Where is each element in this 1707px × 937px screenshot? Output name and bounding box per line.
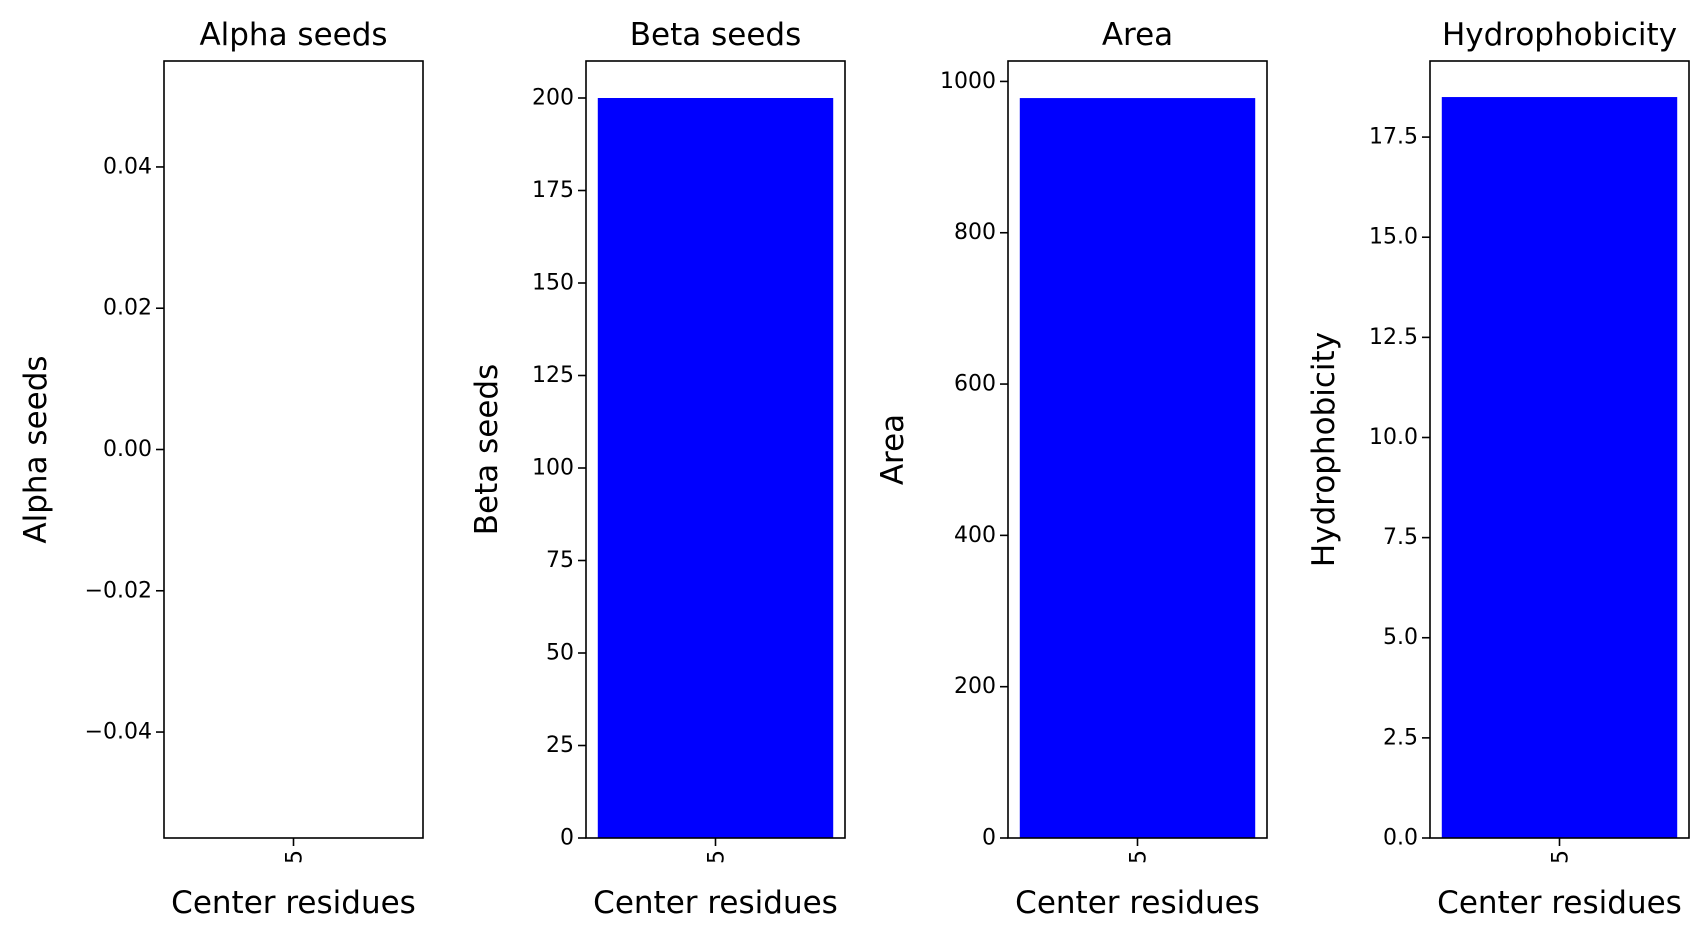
y-tick-label-3-2: 200 [954,674,996,699]
y-tick-label-2-5: 100 [532,456,574,481]
y-tick-label-4-8: 17.5 [1369,125,1418,150]
bar-2-1 [597,98,834,838]
y-tick-label-3-1: 0 [982,826,996,851]
y-tick-label-1-4: 0.02 [103,296,152,321]
y-tick-label-2-2: 25 [546,733,574,758]
y-tick-label-2-8: 175 [532,178,574,203]
y-tick-label-1-2: −0.02 [85,578,152,603]
plot-frame-1 [163,60,424,839]
x-tick-label-2-1: 5 [705,850,730,864]
y-tick-label-2-7: 150 [532,271,574,296]
bar-4-1 [1441,97,1678,839]
x-axis-label-3: Center residues [1015,885,1260,921]
y-axis-label-4: Hydrophobicity [1306,332,1342,567]
bar-3-1 [1019,98,1256,839]
panel-title-2: Beta seeds [630,17,801,53]
y-tick-label-1-3: 0.00 [103,437,152,462]
y-tick-label-4-2: 2.5 [1383,725,1418,750]
y-tick-label-2-3: 50 [546,641,574,666]
y-tick-label-2-1: 0 [560,826,574,851]
y-tick-label-1-1: −0.04 [85,720,152,745]
panel-title-4: Hydrophobicity [1442,17,1677,53]
y-tick-label-4-5: 10.0 [1369,425,1418,450]
y-tick-label-2-6: 125 [532,363,574,388]
y-axis-label-2: Beta seeds [469,364,505,535]
y-tick-label-3-3: 400 [954,523,996,548]
y-tick-label-1-5: 0.04 [103,154,152,179]
y-tick-label-4-3: 5.0 [1383,625,1418,650]
panel-title-1: Alpha seeds [199,17,387,53]
y-tick-label-4-7: 15.0 [1369,225,1418,250]
y-tick-label-4-4: 7.5 [1383,525,1418,550]
y-axis-label-1: Alpha seeds [18,355,54,543]
y-tick-label-2-9: 200 [532,86,574,111]
y-tick-label-3-6: 1000 [940,69,996,94]
y-tick-label-2-4: 75 [546,548,574,573]
x-tick-label-1-1: 5 [283,850,308,864]
y-axis-label-3: Area [875,414,911,485]
x-tick-label-3-1: 5 [1127,850,1152,864]
y-tick-label-4-6: 12.5 [1369,325,1418,350]
y-tick-label-3-5: 800 [954,220,996,245]
y-tick-label-4-1: 0.0 [1383,826,1418,851]
x-tick-label-4-1: 5 [1549,850,1574,864]
y-tick-label-3-4: 600 [954,372,996,397]
x-axis-label-2: Center residues [593,885,838,921]
x-axis-label-4: Center residues [1437,885,1682,921]
panel-title-3: Area [1102,17,1173,53]
x-axis-label-1: Center residues [171,885,416,921]
